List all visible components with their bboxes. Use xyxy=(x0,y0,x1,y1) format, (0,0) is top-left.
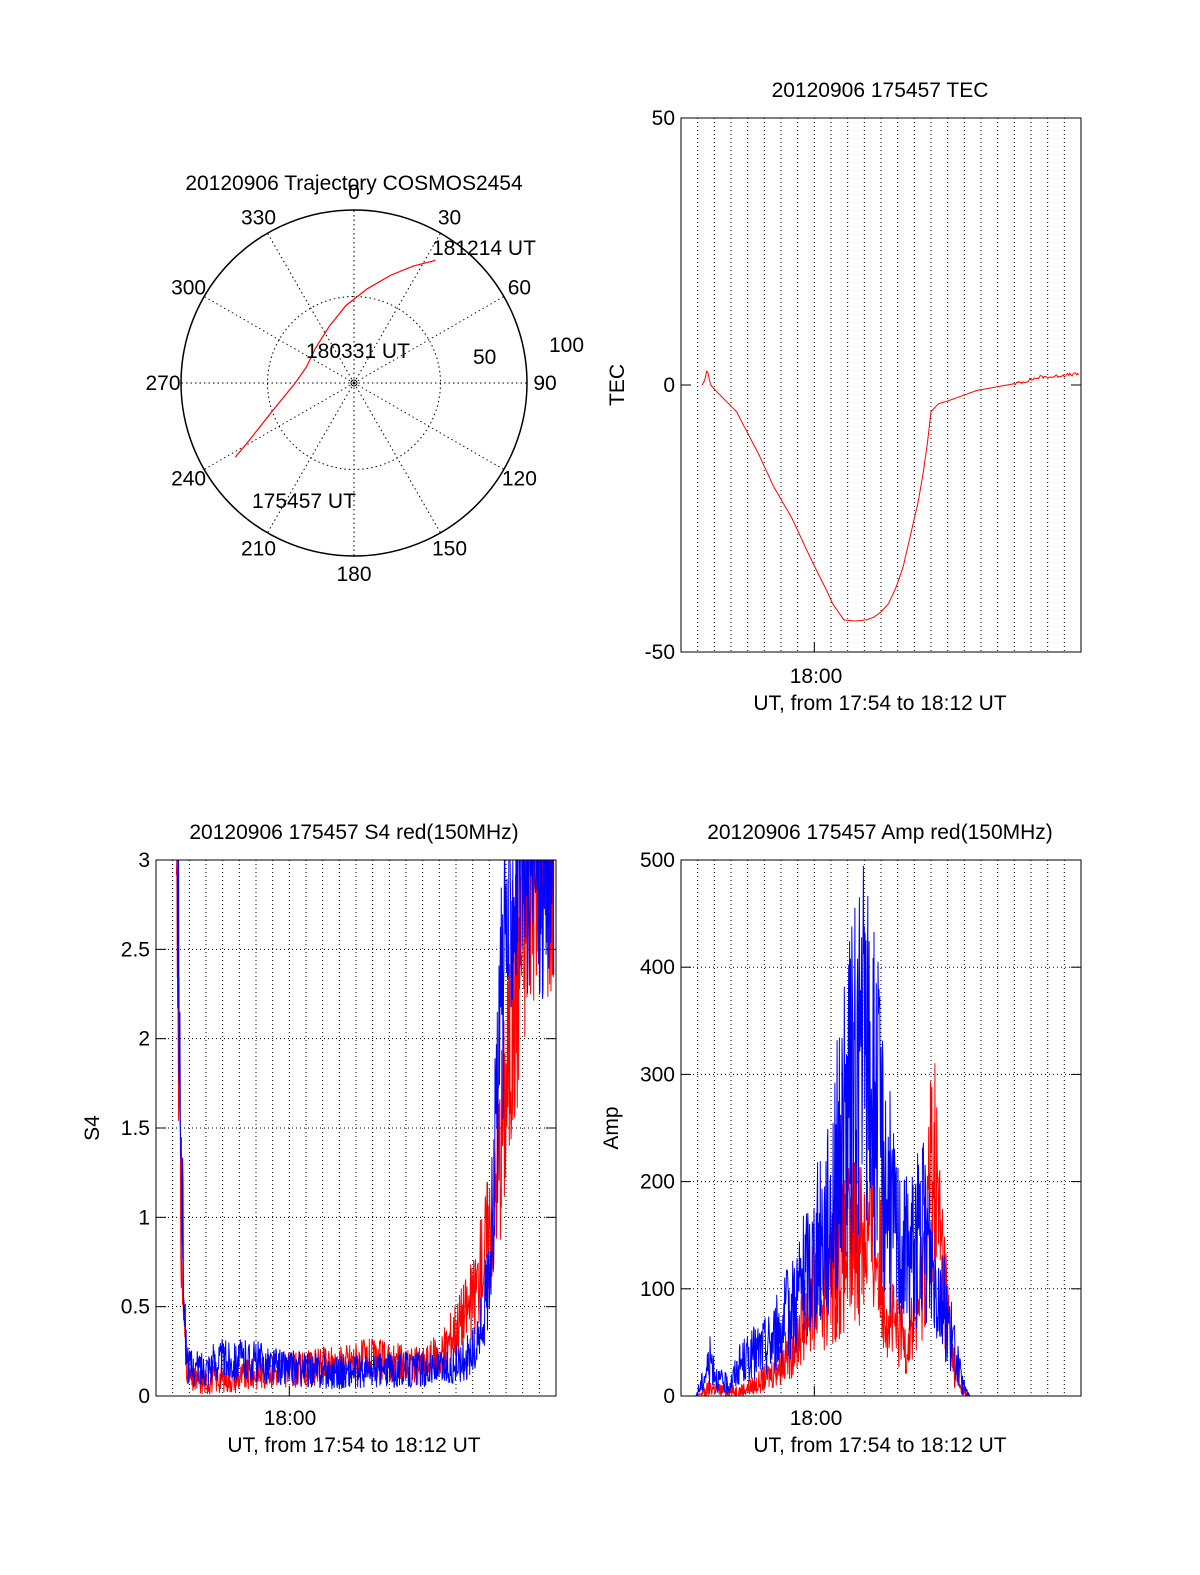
polar-grid xyxy=(180,209,528,557)
amp-y-ticks: 0 100 200 300 400 500 xyxy=(640,849,1081,1408)
polar-azimuth-label: 150 xyxy=(432,537,467,560)
s4-x-axis-label: UT, from 17:54 to 18:12 UT xyxy=(227,1434,480,1457)
s4-series xyxy=(175,859,555,1395)
polar-azimuth-label: 240 xyxy=(171,468,206,491)
polar-spoke xyxy=(267,382,355,534)
y-tick-label: 100 xyxy=(640,1278,675,1301)
amp-series xyxy=(695,865,1081,1398)
y-tick-label: 1.5 xyxy=(121,1117,150,1140)
y-tick-label: 200 xyxy=(640,1171,675,1194)
y-tick-label: 500 xyxy=(640,849,675,872)
y-tick-label: 0.5 xyxy=(121,1296,150,1319)
polar-spoke xyxy=(267,232,355,384)
polar-title: 20120906 Trajectory COSMOS2454 xyxy=(185,172,523,195)
polar-trajectory-panel: 20120906 Trajectory COSMOS2454 0 30 60 90 12… xyxy=(145,172,584,586)
annotation-start-time: 175457 UT xyxy=(252,490,356,513)
polar-azimuth-label: 300 xyxy=(171,277,206,300)
tec-grid xyxy=(697,118,1065,652)
y-tick-label: 300 xyxy=(640,1063,675,1086)
amp-y-axis-label: Amp xyxy=(600,1106,623,1149)
polar-trajectory-line xyxy=(234,259,436,458)
s4-panel: 20120906 175457 S4 red(150MHz) 0 0.5 1 1.5 2… xyxy=(81,821,557,1457)
polar-spoke xyxy=(353,382,441,534)
y-tick-label: 1 xyxy=(138,1206,150,1229)
polar-spoke xyxy=(353,232,441,384)
polar-radial-label-100: 100 xyxy=(549,334,584,357)
polar-azimuth-label: 270 xyxy=(145,372,180,395)
y-tick-label: 50 xyxy=(652,107,675,130)
series-line xyxy=(176,859,555,1390)
y-tick-label: -50 xyxy=(645,641,675,664)
amp-title: 20120906 175457 Amp red(150MHz) xyxy=(707,821,1053,844)
amp-x-axis-label: UT, from 17:54 to 18:12 UT xyxy=(753,1434,1006,1457)
tec-y-axis-label: TEC xyxy=(606,364,629,406)
s4-x-tick-label: 18:00 xyxy=(264,1407,317,1430)
tec-panel: 20120906 175457 TEC 50 0 -50 18:00 UT, fro… xyxy=(606,79,1082,715)
y-tick-label: 3 xyxy=(138,849,150,872)
y-tick-label: 400 xyxy=(640,956,675,979)
series-line xyxy=(701,370,1080,622)
polar-spoke xyxy=(203,296,355,384)
polar-spoke xyxy=(353,382,505,470)
polar-azimuth-label: 60 xyxy=(508,277,531,300)
polar-center xyxy=(350,379,358,387)
amp-plot-frame xyxy=(680,859,1082,1397)
annotation-mid-time: 180331 UT xyxy=(306,340,410,363)
polar-azimuth-labels: 0 30 60 90 120 150 180 210 240 270 300 330 xyxy=(145,181,556,586)
polar-azimuth-label: 90 xyxy=(533,372,556,395)
y-tick-label: 0 xyxy=(663,1385,675,1408)
s4-title: 20120906 175457 S4 red(150MHz) xyxy=(189,821,518,844)
s4-y-ticks: 0 0.5 1 1.5 2 2.5 3 xyxy=(121,849,556,1408)
polar-azimuth-label: 180 xyxy=(336,563,371,586)
amp-x-tick-label: 18:00 xyxy=(790,1407,843,1430)
polar-spoke xyxy=(353,296,505,384)
y-tick-label: 0 xyxy=(663,374,675,397)
y-tick-label: 2 xyxy=(138,1028,150,1051)
tec-x-tick-label: 18:00 xyxy=(790,665,843,688)
tec-title: 20120906 175457 TEC xyxy=(772,79,989,102)
polar-azimuth-label: 30 xyxy=(438,207,461,230)
annotation-end-time: 181214 UT xyxy=(432,237,536,260)
s4-grid xyxy=(156,860,556,1396)
tec-y-ticks: 50 0 -50 xyxy=(645,107,1081,664)
polar-azimuth-label: 330 xyxy=(241,207,276,230)
tec-series xyxy=(701,370,1080,622)
polar-spoke xyxy=(203,382,355,470)
polar-azimuth-label: 0 xyxy=(348,181,360,204)
amp-panel: 20120906 175457 Amp red(150MHz) 0 100 200 3… xyxy=(600,821,1082,1457)
s4-y-axis-label: S4 xyxy=(81,1115,104,1141)
polar-azimuth-label: 210 xyxy=(241,537,276,560)
tec-x-axis-label: UT, from 17:54 to 18:12 UT xyxy=(753,692,1006,715)
polar-trajectory-path xyxy=(234,259,436,458)
polar-azimuth-label: 120 xyxy=(502,468,537,491)
polar-radial-label-50: 50 xyxy=(473,346,496,369)
y-tick-label: 0 xyxy=(138,1385,150,1408)
y-tick-label: 2.5 xyxy=(121,938,150,961)
polar-outer-circle xyxy=(180,209,528,557)
